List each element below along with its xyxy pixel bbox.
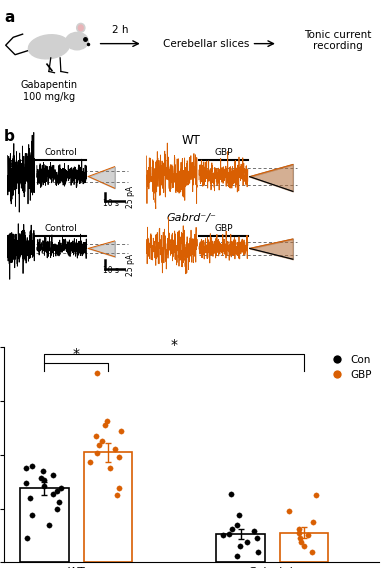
Ellipse shape — [28, 35, 69, 59]
Bar — [216, 534, 265, 562]
Point — [114, 491, 120, 500]
Point — [38, 473, 44, 482]
Point — [23, 463, 29, 473]
Point — [56, 498, 62, 507]
Point — [23, 533, 29, 542]
Text: Gabapentin
100 mg/kg: Gabapentin 100 mg/kg — [20, 80, 77, 102]
Point — [313, 491, 319, 500]
Text: Tonic current
recording: Tonic current recording — [304, 30, 372, 51]
Point — [49, 470, 56, 479]
Text: *: * — [171, 338, 178, 352]
Point — [234, 520, 241, 529]
Bar — [20, 488, 69, 562]
Bar — [83, 452, 132, 562]
Text: 10 s: 10 s — [103, 266, 119, 275]
Point — [296, 528, 302, 537]
Point — [228, 489, 234, 498]
Text: Gabrd⁻/⁻: Gabrd⁻/⁻ — [167, 213, 216, 223]
Point — [234, 551, 240, 560]
Point — [298, 538, 304, 547]
Text: b: b — [4, 129, 15, 144]
Point — [87, 457, 93, 466]
Point — [112, 445, 118, 454]
Point — [104, 417, 110, 426]
Point — [251, 527, 257, 536]
Point — [255, 547, 261, 556]
Text: Cerebellar slices: Cerebellar slices — [163, 39, 250, 49]
Text: *: * — [72, 348, 80, 361]
Point — [301, 542, 308, 551]
Text: 10 s: 10 s — [103, 199, 119, 208]
Point — [107, 463, 113, 473]
Point — [50, 489, 56, 498]
Point — [57, 484, 64, 493]
Point — [23, 478, 29, 487]
Text: 25 pA: 25 pA — [126, 186, 135, 208]
Text: BIC: BIC — [10, 160, 25, 169]
Point — [96, 441, 102, 450]
Point — [116, 453, 122, 462]
Bar — [280, 533, 328, 562]
Point — [46, 520, 52, 529]
Point — [236, 511, 242, 520]
Point — [309, 547, 315, 556]
Point — [297, 533, 303, 542]
Legend: Con, GBP: Con, GBP — [324, 353, 374, 382]
Point — [237, 542, 243, 551]
Point — [41, 476, 47, 485]
Point — [99, 437, 105, 446]
Point — [229, 524, 235, 533]
Ellipse shape — [77, 23, 85, 32]
Point — [29, 461, 36, 470]
Text: GBP: GBP — [214, 148, 232, 157]
Point — [305, 531, 311, 540]
Point — [220, 531, 226, 540]
Text: 2 h: 2 h — [112, 24, 128, 35]
Point — [41, 481, 47, 490]
Point — [118, 426, 124, 435]
Point — [226, 529, 232, 538]
Text: WT: WT — [182, 133, 201, 147]
Point — [102, 421, 108, 430]
Point — [254, 533, 260, 542]
Ellipse shape — [79, 25, 83, 31]
Text: BIC: BIC — [10, 234, 25, 243]
Point — [94, 449, 100, 458]
Point — [94, 368, 100, 377]
Point — [296, 524, 302, 533]
Point — [40, 466, 46, 475]
Point — [54, 504, 61, 513]
Text: 25 pA: 25 pA — [126, 254, 135, 275]
Text: GBP: GBP — [214, 224, 232, 233]
Point — [54, 487, 60, 496]
Point — [93, 432, 99, 441]
Ellipse shape — [66, 32, 88, 50]
Point — [244, 538, 250, 547]
Text: a: a — [4, 10, 15, 26]
Text: Control: Control — [44, 148, 77, 157]
Point — [286, 507, 293, 516]
Point — [116, 484, 123, 493]
Point — [29, 511, 35, 520]
Point — [27, 493, 33, 502]
Point — [310, 517, 316, 527]
Text: Control: Control — [44, 224, 77, 233]
